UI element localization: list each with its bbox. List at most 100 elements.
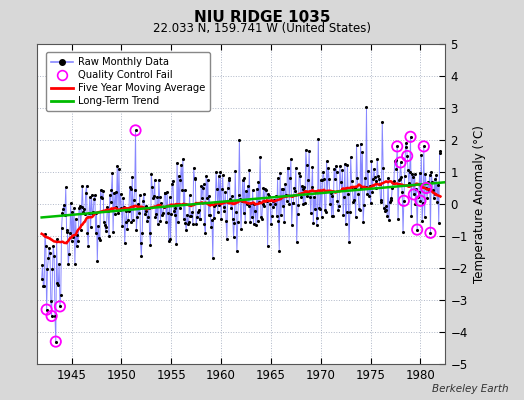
Point: [408, 170, 417, 177]
Point: [155, 176, 163, 183]
Point: [199, 185, 207, 192]
Point: [377, 196, 386, 203]
Point: [107, 187, 116, 194]
Point: [257, 214, 265, 220]
Point: [281, 181, 289, 188]
Point: [187, 213, 195, 220]
Point: [302, 147, 310, 153]
Point: [431, 191, 440, 197]
Point: [303, 193, 312, 200]
Point: [315, 204, 323, 211]
Point: [115, 166, 123, 172]
Point: [83, 229, 92, 236]
Point: [385, 217, 393, 223]
Point: [256, 153, 264, 160]
Point: [49, 243, 58, 249]
Point: [403, 153, 411, 159]
Point: [186, 213, 194, 219]
Point: [191, 174, 200, 181]
Point: [333, 198, 342, 204]
Point: [169, 178, 177, 184]
Point: [198, 195, 206, 201]
Point: [346, 209, 354, 215]
Point: [38, 276, 46, 282]
Point: [249, 221, 258, 227]
Point: [304, 176, 312, 183]
Point: [116, 191, 125, 197]
Point: [80, 206, 88, 212]
Point: [298, 183, 306, 190]
Point: [406, 134, 414, 140]
Point: [426, 230, 434, 236]
Point: [319, 168, 328, 175]
Point: [372, 185, 380, 192]
Point: [382, 203, 390, 209]
Point: [328, 212, 336, 219]
Point: [410, 191, 418, 198]
Point: [403, 153, 411, 159]
Point: [172, 241, 180, 247]
Point: [359, 219, 367, 226]
Point: [64, 261, 72, 268]
Point: [298, 186, 307, 192]
Point: [88, 192, 96, 198]
Point: [417, 152, 425, 158]
Point: [211, 202, 220, 208]
Text: 22.033 N, 159.741 W (United States): 22.033 N, 159.741 W (United States): [153, 22, 371, 35]
Point: [70, 204, 78, 211]
Point: [433, 199, 441, 205]
Point: [375, 175, 383, 182]
Point: [330, 166, 339, 172]
Text: NIU RIDGE 1035: NIU RIDGE 1035: [194, 10, 330, 25]
Point: [376, 181, 384, 187]
Point: [358, 148, 366, 155]
Point: [405, 180, 413, 186]
Point: [323, 187, 332, 194]
Point: [322, 208, 330, 215]
Point: [399, 229, 407, 236]
Point: [189, 220, 197, 227]
Point: [99, 188, 107, 194]
Point: [95, 237, 104, 243]
Point: [254, 179, 263, 185]
Point: [244, 183, 252, 189]
Point: [135, 210, 143, 216]
Point: [309, 220, 318, 226]
Point: [162, 219, 170, 226]
Point: [248, 214, 256, 220]
Point: [241, 219, 249, 226]
Point: [422, 185, 431, 191]
Point: [331, 176, 339, 182]
Point: [412, 186, 421, 192]
Point: [42, 306, 51, 313]
Point: [392, 166, 400, 172]
Point: [146, 242, 155, 249]
Point: [284, 165, 292, 171]
Point: [214, 209, 222, 216]
Point: [221, 188, 230, 195]
Point: [44, 255, 52, 262]
Point: [337, 186, 346, 192]
Point: [355, 206, 363, 212]
Point: [260, 203, 268, 210]
Point: [397, 174, 406, 180]
Point: [75, 205, 83, 212]
Point: [290, 184, 298, 191]
Point: [206, 212, 214, 218]
Point: [100, 219, 108, 226]
Point: [151, 214, 160, 220]
Point: [78, 204, 86, 210]
Point: [170, 211, 179, 218]
Point: [77, 226, 85, 233]
Point: [264, 242, 272, 249]
Point: [219, 172, 227, 178]
Point: [218, 186, 226, 192]
Point: [297, 194, 305, 200]
Point: [79, 209, 88, 216]
Point: [345, 238, 353, 245]
Point: [335, 203, 343, 209]
Point: [396, 176, 404, 182]
Point: [390, 158, 399, 164]
Point: [126, 186, 135, 192]
Point: [398, 189, 407, 195]
